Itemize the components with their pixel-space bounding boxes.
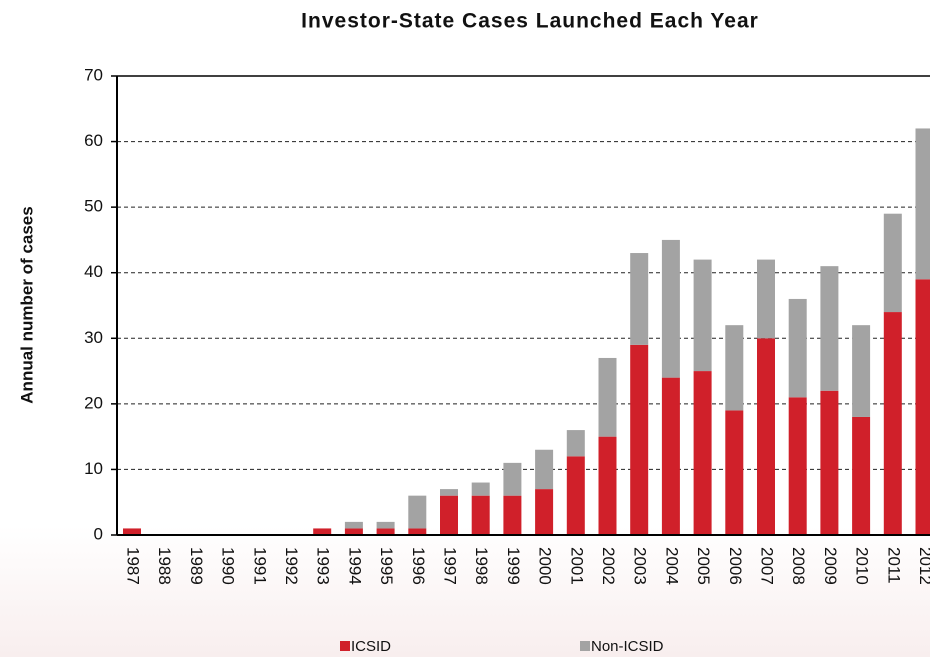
- x-tick-label: 1988: [155, 547, 174, 585]
- x-tick-label: 1995: [377, 547, 396, 585]
- bar-segment: [376, 528, 395, 535]
- bar-segment: [630, 344, 649, 535]
- x-tick-label: 2006: [726, 547, 745, 585]
- x-tick-label: 1989: [187, 547, 206, 585]
- y-axis-label: Annual number of cases: [17, 206, 36, 403]
- bar-segment: [440, 489, 458, 496]
- x-tick-label: 2010: [853, 547, 872, 585]
- bar-segment: [820, 266, 839, 391]
- chart-title: Investor-State Cases Launched Each Year: [301, 10, 759, 33]
- x-tick-label: 2007: [758, 547, 777, 585]
- x-tick-label: 1996: [409, 547, 428, 585]
- x-tick-label: 1999: [504, 547, 523, 585]
- x-tick-label: 1987: [124, 547, 143, 585]
- x-tick-label: 2009: [821, 547, 840, 585]
- bar-segment: [376, 521, 395, 529]
- bar-segment: [757, 259, 775, 339]
- bar-segment: [725, 325, 744, 411]
- bar-segment: [693, 259, 712, 372]
- legend-label: ICSID: [351, 638, 391, 655]
- x-tick-label: 1998: [472, 547, 491, 585]
- x-tick-label: 2001: [567, 547, 586, 585]
- x-tick-label: 2008: [789, 547, 808, 585]
- x-tick-label: 1997: [441, 547, 460, 585]
- bar-segment: [408, 528, 427, 535]
- bar-segment: [661, 239, 680, 378]
- y-tick-label: 20: [84, 393, 103, 412]
- y-tick-label: 30: [84, 328, 103, 347]
- bar-segment: [471, 482, 490, 496]
- y-tick-label: 40: [84, 262, 103, 281]
- bar-segment: [883, 213, 902, 313]
- x-tick-label: 1993: [314, 547, 333, 585]
- bar-segment: [535, 489, 554, 535]
- bar-segment: [471, 495, 490, 535]
- plot: 0 10 20 30 40 50 60 70 1987 1988 1989 1990 1991 1992 1…: [84, 65, 930, 585]
- y-tick-label: 60: [84, 131, 103, 150]
- bar-segment: [883, 312, 902, 535]
- legend-swatch: [340, 641, 350, 651]
- bar-segment: [408, 495, 427, 529]
- x-tick-label: 1991: [250, 547, 269, 585]
- bar-segment: [344, 521, 363, 529]
- y-tick-label: 0: [94, 524, 103, 543]
- bar-segment: [725, 410, 744, 535]
- bar-segment: [344, 528, 363, 535]
- x-tick-label: 2004: [662, 547, 681, 585]
- bar-segment: [598, 436, 617, 535]
- x-tick-label: 1992: [282, 547, 301, 585]
- bar-segment: [757, 338, 775, 535]
- bar-segment: [788, 298, 807, 398]
- bar-segment: [915, 279, 930, 535]
- bar-segment: [503, 495, 522, 535]
- bar-segment: [313, 528, 332, 535]
- bar-segment: [852, 325, 871, 417]
- bar-segment: [915, 128, 930, 280]
- y-tick-label: 70: [84, 65, 103, 84]
- bar-segment: [820, 390, 839, 535]
- bar-segment: [123, 528, 141, 535]
- bar-segment: [440, 495, 458, 535]
- x-tick-label: 2003: [631, 547, 650, 585]
- bar-segment: [693, 371, 712, 535]
- y-tick-label: 10: [84, 459, 103, 478]
- y-tick-label: 50: [84, 197, 103, 216]
- bar-segment: [661, 377, 680, 535]
- bar-segment: [503, 462, 522, 496]
- bar-segment: [566, 430, 585, 457]
- legend-label: Non-ICSID: [591, 638, 664, 655]
- x-tick-label: 2011: [884, 547, 903, 584]
- bar-segment: [535, 449, 554, 490]
- bar-segment: [566, 456, 585, 535]
- x-tick-label: 1990: [219, 547, 238, 585]
- x-tick-label: 2012: [916, 547, 930, 585]
- x-tick-label: 2005: [694, 547, 713, 585]
- bar-segment: [630, 253, 649, 345]
- bar-segment: [598, 357, 617, 437]
- x-tick-label: 2000: [536, 547, 555, 585]
- x-tick-label: 2002: [599, 547, 618, 585]
- bar-segment: [852, 416, 871, 535]
- legend-swatch: [580, 641, 590, 651]
- bar-segment: [788, 397, 807, 535]
- x-tick-label: 1994: [345, 547, 364, 585]
